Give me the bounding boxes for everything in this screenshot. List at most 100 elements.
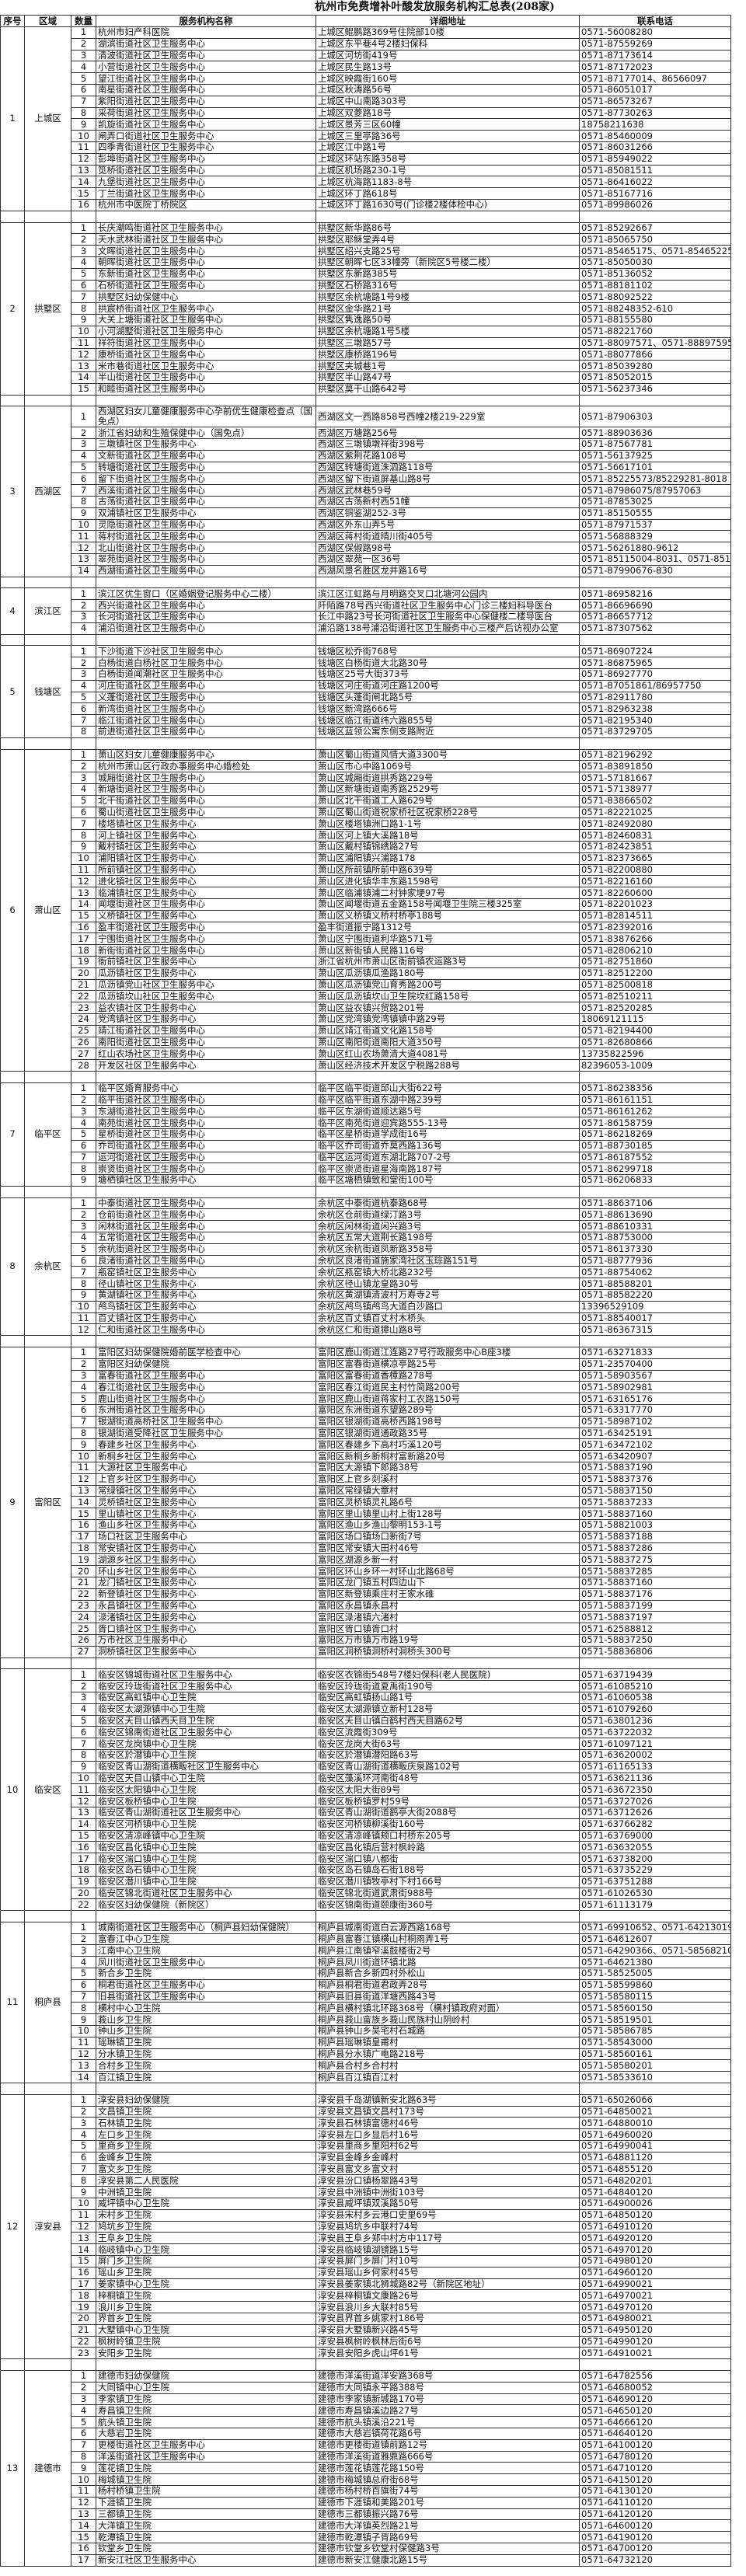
institution-phone: 0571-87051861/86957750 (578, 679, 732, 692)
institution-name: 合村乡卫生院 (96, 2059, 316, 2072)
separator-row (0, 2083, 732, 2095)
table-row: 6 南星街道社区卫生服务中心 上城区秋涛路56号 0571-86051017 (1, 83, 732, 96)
institution-address: 淳安县界首乡姚家村186号 (315, 2312, 580, 2325)
group-region: 临平区 (24, 1082, 71, 1187)
institution-phone: 0571-82196292 (578, 748, 732, 762)
table-row: 7 紫阳街道社区卫生服务中心 上城区中山南路303号 0571-86573267 (1, 95, 732, 108)
institution-address: 淳安县左口乡显后村16号 (315, 2128, 580, 2142)
institution-phone: 0571-58533610 (578, 2071, 732, 2084)
row-number: 14 (71, 2519, 96, 2532)
empty-cell (315, 1335, 580, 1348)
institution-phone: 0571-82510211 (578, 990, 732, 1003)
row-number: 25 (71, 1623, 96, 1635)
institution-phone: 0571-64110120 (578, 2496, 732, 2509)
row-number: 12 (71, 875, 96, 888)
institution-name: 临安区湍口镇中心卫生院 (96, 1853, 316, 1865)
institution-phone: 0571-88248352-610 (578, 302, 732, 315)
institution-address: 萧山区经济技术开发区宁税路288号 (315, 1059, 580, 1072)
institution-name: 大关上塘街道社区卫生服务中心 (96, 313, 316, 326)
row-number: 4 (71, 783, 96, 796)
row-number: 24 (71, 1013, 96, 1026)
row-number: 3 (71, 1220, 96, 1233)
institution-phone: 0571-57181667 (578, 772, 732, 784)
institution-address: 拱墅区隽逸路50号 (315, 313, 580, 326)
institution-address: 上城区机场路230-1号 (315, 164, 580, 177)
institution-address: 阡陌路78号西兴街道社区卫生服务中心门诊三楼妇科导医台 (315, 599, 580, 612)
institution-address: 临安区天目山镇白鹤村西天目路62号 (315, 1714, 580, 1727)
institution-address: 建德市洋溪街道雅鼎路666号 (315, 2450, 580, 2463)
institution-phone: 0571-64600120 (578, 2519, 732, 2532)
row-number: 12 (71, 2220, 96, 2233)
institution-phone: 0571-64990120 (578, 2335, 732, 2348)
row-number: 5 (71, 1968, 96, 1980)
institution-address: 临安区於潜镇潜阳路63号 (315, 1748, 580, 1762)
institution-address: 钱塘区临江街道纬六路855号 (315, 714, 580, 727)
institution-name: 留下街道社区卫生服务中心 (96, 472, 316, 486)
empty-cell (578, 633, 732, 647)
institution-address: 富阳区新桐乡新桐村富新路20号 (315, 1450, 580, 1463)
institution-phone: 0571-64100120 (578, 2438, 732, 2452)
institution-address: 拱墅区耶稣堂弄4号 (315, 233, 580, 246)
row-number: 15 (71, 909, 96, 922)
institution-name: 塘栖镇社区卫生服务中心 (96, 1174, 316, 1187)
row-number: 4 (71, 1117, 96, 1129)
institution-address: 上城区环站东路358号 (315, 152, 580, 166)
group-seq: 3 (0, 406, 25, 577)
institution-name: 钟山乡卫生院 (96, 2025, 316, 2037)
table-row: 21 大墅镇中心卫生院 淳安县大墅镇新兴路45号 0571-64950120 (1, 2323, 732, 2337)
group-seq: 2 (0, 221, 25, 396)
table-row: 3 临安区高虹镇中心卫生院 临安区高虹镇扬山路1号 0571-61060538 (1, 1691, 732, 1704)
institution-name: 里商乡卫生院 (96, 2140, 316, 2152)
institution-phone: 0571-64970120 (578, 2301, 732, 2313)
institution-address: 建德市大慈岩镇荷花路6号 (315, 2427, 580, 2440)
row-number: 17 (71, 2278, 96, 2291)
row-number: 9 (71, 118, 96, 131)
row-number: 3 (71, 49, 96, 62)
row-number: 14 (71, 2071, 96, 2084)
institution-phone: 0571-64780120 (578, 2450, 732, 2463)
table-row: 5 航头镇卫生院 建德市航头镇溪沿221号 0571-64666120 (1, 2416, 732, 2428)
row-number: 9 (71, 313, 96, 326)
institution-phone: 0571-56261880-9612 (578, 542, 732, 555)
institution-phone: 0571-57138977 (578, 783, 732, 796)
empty-cell (71, 1335, 96, 1348)
institution-address: 萧山区党湾镇党湾镇镇中路29号 (315, 1013, 580, 1026)
institution-name: 西溪街道社区卫生服务中心 (96, 484, 316, 497)
institution-address: 萧山区新街镇人民路116号 (315, 944, 580, 957)
institution-address: 富阳区新登镇乘庄村王家水碓 (315, 1588, 580, 1601)
institution-address: 临安区太湖源镇立新村128号 (315, 1703, 580, 1716)
row-number: 11 (71, 141, 96, 154)
institution-address: 淳安县鸠坑乡中联村74号 (315, 2220, 580, 2233)
institution-address: 萧山区北干街道工人路629号 (315, 794, 580, 807)
row-number: 18 (71, 1863, 96, 1877)
institution-name: 临安区青山湖街道社区卫生服务中心 (96, 1806, 316, 1819)
institution-phone: 0571-85052015 (578, 371, 732, 384)
institution-name: 临安区锦城街道社区卫生服务中心 (96, 1668, 316, 1682)
table-row: 27 红山农场社区卫生服务中心 萧山区红山农场萧清大道4081号 1373582259… (1, 1047, 732, 1061)
institution-address: 富阳区灵桥镇灵礼路6号 (315, 1496, 580, 1509)
institution-phone: 0571-58837150 (578, 1484, 732, 1497)
table-row: 3 清波街道社区卫生服务中心 上城区河坊街419号 0571-87173614 (1, 49, 732, 62)
table-row: 8 余杭区 1 中泰街道社区卫生服务中心 余杭区中泰街道杭泰路68号 0571-88637… (0, 1197, 732, 1337)
empty-cell (71, 1657, 96, 1670)
institution-address: 上城区民生路13号 (315, 61, 580, 74)
institution-address: 萧山区市心中路1069号 (315, 760, 580, 773)
institution-phone: 0571-82520285 (578, 1002, 732, 1014)
institution-address: 上城区东平巷4号2楼妇保科 (315, 37, 580, 51)
separator-row (0, 576, 732, 589)
table-row: 15 屏门乡卫生院 淳安县屏门乡屏门村10号 0571-64980120 (1, 2255, 732, 2268)
row-number: 1 (71, 587, 96, 601)
institution-address: 淳安县中洲镇中洲街103号 (315, 2186, 580, 2199)
institution-address: 萧山区进化镇华丰东路1598号 (315, 875, 580, 888)
institution-address: 上城区双菱路18号 (315, 106, 580, 120)
table-row: 19 浪川乡卫生院 淳安县浪川乡大联村85号 0571-64970120 (1, 2301, 732, 2313)
institution-name: 宋村乡卫生院 (96, 2208, 316, 2222)
institution-address: 淳安县汾口镇杨翠路43号 (315, 2174, 580, 2187)
empty-cell (71, 2358, 96, 2371)
row-number: 17 (71, 1853, 96, 1865)
institution-phone: 0571-86051017 (578, 83, 732, 96)
institution-address: 临安区岛石镇岛石街188号 (315, 1863, 580, 1877)
row-number: 1 (71, 26, 96, 39)
row-number: 14 (71, 2243, 96, 2256)
table-row: 6 良渚街道社区卫生服务中心 余杭区良渚街道施家湾社区玉琮路151号 0571-887… (1, 1254, 732, 1267)
